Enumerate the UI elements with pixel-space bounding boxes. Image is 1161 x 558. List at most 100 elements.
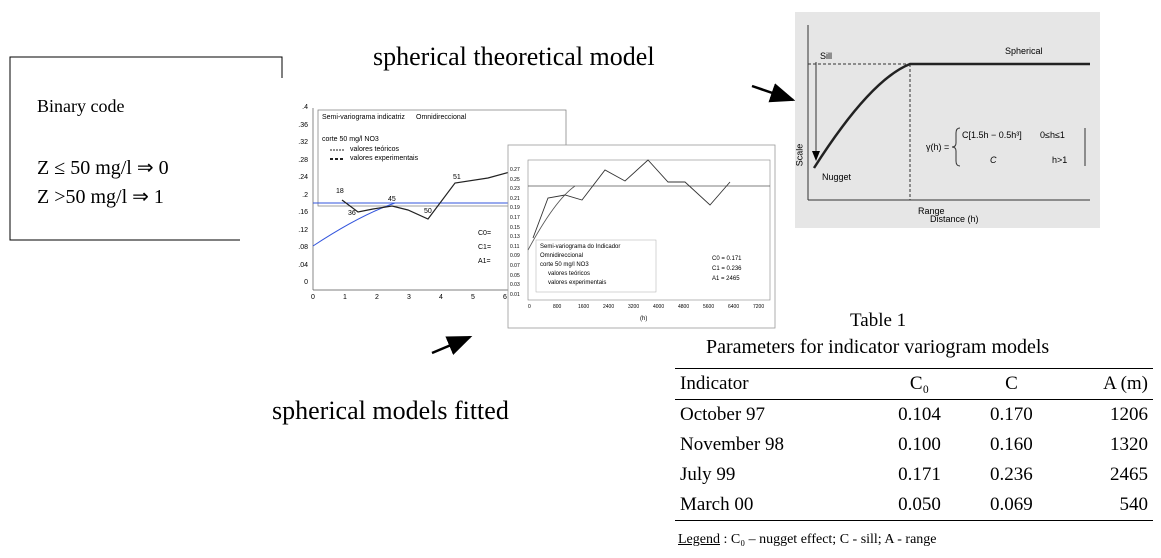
label: Spherical (1005, 46, 1043, 56)
x-tick-label: 5 (471, 294, 475, 301)
y-tick-label: 0 (304, 279, 308, 286)
figure-text: corte 50 mg/l NO3 (540, 262, 589, 268)
x-tick-label: 1600 (578, 304, 590, 310)
y-tick-label: 0.09 (510, 253, 520, 260)
y-tick-label: 0.11 (510, 243, 520, 250)
table-cell: November 98 (680, 434, 784, 455)
y-tick-label: .24 (298, 174, 308, 181)
header-cell: C₀ (873, 368, 966, 400)
legend-entry: valores experimentais (548, 280, 607, 286)
figure-text: C1 = 0.236 (712, 266, 742, 272)
legend-entry: valores teóricos (548, 271, 591, 277)
table-cell: 1320 (1110, 434, 1148, 455)
y-tick-label: 0.05 (510, 272, 520, 279)
label: Nugget (822, 172, 852, 182)
formula: 0≤h≤1 (1040, 130, 1065, 140)
x-tick-label: 3200 (628, 304, 640, 310)
y-tick-label: .4 (302, 104, 308, 111)
legend-label: Legend (678, 532, 720, 547)
caption: spherical models fitted (272, 396, 509, 425)
figure-text: corte 50 mg/l NO3 (322, 136, 379, 143)
header-cell: A (m) (1057, 368, 1153, 400)
table-row: March 00 0.050 0.069 540 (675, 490, 1153, 521)
y-tick-label: 0.23 (510, 186, 520, 193)
y-tick-label: 0.03 (510, 282, 520, 289)
figure-text: C1= (478, 244, 492, 251)
point-label: 36 (348, 210, 356, 217)
x-tick-label: 0 (311, 294, 315, 301)
table-cell: 540 (1057, 490, 1153, 521)
point-label: 50 (424, 208, 432, 215)
x-tick-label: 800 (553, 304, 562, 310)
axis-label: Scale (794, 143, 805, 167)
x-tick-label: 4800 (678, 304, 690, 310)
figure-title: Semi-variograma indicatriz (322, 114, 405, 121)
figure-text: A1 = 2465 (712, 276, 740, 282)
arrow (751, 83, 796, 103)
point-label: 45 (388, 196, 396, 203)
y-tick-label: 0.15 (510, 224, 520, 231)
y-tick-label: 0.07 (510, 263, 520, 269)
point-label: 51 (453, 174, 461, 181)
x-tick-label: 2 (375, 294, 379, 301)
y-tick-label: .28 (298, 156, 308, 164)
y-tick-label: 0.19 (510, 205, 520, 212)
x-tick-label: 5600 (703, 304, 715, 310)
legend-entry: valores teóricos (350, 146, 400, 153)
formula: C (990, 155, 997, 165)
table-cell: March 00 (675, 490, 874, 521)
label: Range (918, 206, 945, 216)
legend: Legend : C₀ – nugget effect; C - sill; A… (678, 532, 937, 548)
table-row: October 97 0.104 0.170 1206 (675, 400, 1153, 431)
arrow (431, 335, 473, 355)
x-tick-label: 4 (439, 294, 443, 301)
formula: h>1 (1052, 155, 1068, 165)
theoretical-figure (795, 12, 1100, 228)
figure-b (507, 144, 776, 329)
figure-text: C0= (478, 230, 492, 237)
figure-text: Omnidireccional (540, 253, 584, 259)
table-row: November 98 0.100 0.160 1320 (675, 430, 1153, 460)
y-tick-label: 0.21 (510, 195, 520, 202)
legend-text: : C₀ – nugget effect; C - sill; A - rang… (723, 532, 937, 547)
rule: Z >50 mg/l ⇒ 1 (37, 186, 164, 208)
table-cell: 0.069 (965, 490, 1058, 521)
label: Sill (820, 51, 833, 61)
y-tick-label: .12 (298, 226, 308, 234)
formula: γ(h) = (926, 142, 950, 152)
table-row: July 99 0.171 0.236 2465 (675, 460, 1153, 490)
y-tick-label: .04 (298, 261, 308, 269)
y-tick-label: .08 (298, 244, 308, 251)
binary-box (9, 56, 283, 241)
point-label: 18 (336, 188, 344, 195)
y-tick-label: 0.17 (510, 215, 520, 221)
x-tick-label: 7200 (753, 304, 765, 310)
x-tick-label: 1 (343, 294, 347, 301)
table-cell: 0.170 (990, 404, 1033, 425)
figure-text: C0 = 0.171 (712, 256, 742, 262)
figure-text: Omnidireccional (416, 114, 467, 121)
x-tick-label: 0 (528, 304, 531, 310)
formula: C[1.5h − 0.5h³] (962, 130, 1022, 140)
y-tick-label: .36 (298, 121, 308, 129)
table-cell: 0.160 (990, 434, 1033, 455)
table-cell: 1206 (1110, 404, 1148, 425)
y-tick-label: .2 (302, 191, 308, 199)
table-cell: 0.171 (898, 464, 941, 485)
y-tick-label: .16 (298, 209, 308, 216)
table-cell: 0.236 (990, 464, 1033, 485)
x-tick-label: 6 (503, 294, 507, 301)
axis-label: Distance (h) (930, 214, 979, 224)
figure-text: A1= (478, 258, 491, 265)
table-cell: 0.050 (873, 490, 966, 521)
table-title: Parameters for indicator variogram model… (706, 336, 1050, 358)
header-cell: C (965, 368, 1058, 400)
table-cell: 2465 (1110, 464, 1148, 485)
table: Indicator C₀ C A (m) October 97 0.104 0.17… (675, 368, 1153, 521)
legend-entry: valores experimentais (350, 155, 419, 162)
box-title: Binary code (37, 96, 125, 116)
y-tick-label: .32 (298, 139, 308, 146)
table-cell: 0.104 (898, 404, 941, 425)
table-caption: Table 1 (850, 310, 907, 331)
